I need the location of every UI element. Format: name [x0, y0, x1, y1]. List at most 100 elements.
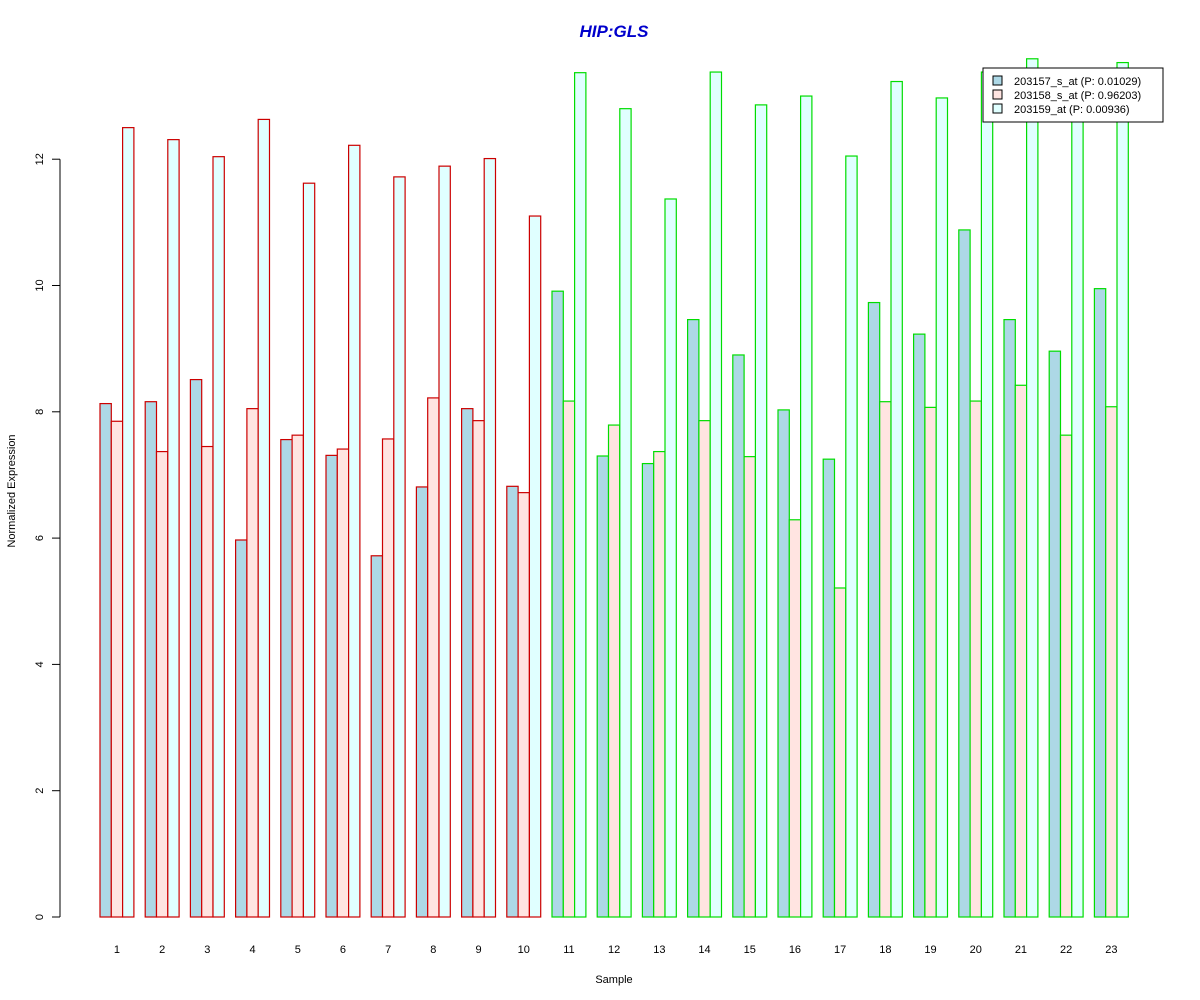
bar-7-series-3	[393, 176, 406, 918]
bar-17-series-2	[833, 587, 847, 918]
legend-entry: 203158_s_at (P: 0.96203)	[1014, 90, 1141, 102]
x-tick-label: 11	[563, 944, 574, 956]
y-axis-label: Normalized Expression	[6, 434, 18, 547]
bar-12-series-2	[607, 424, 621, 918]
x-tick-label: 21	[1015, 944, 1027, 956]
bar-1-series-3	[121, 127, 135, 918]
x-tick-label: 6	[340, 944, 346, 956]
bar-18-series-2	[879, 401, 892, 918]
bar-16-series-2	[788, 519, 802, 918]
x-tick-label: 22	[1060, 944, 1072, 956]
bar-1-series-2	[110, 420, 124, 918]
bar-22-series-1	[1048, 350, 1062, 918]
legend: 203157_s_at (P: 0.01029) 203158_s_at (P: …	[982, 67, 1164, 123]
bar-13-series-1	[641, 462, 655, 918]
bar-4-series-1	[235, 539, 248, 918]
y-tick-label: 0	[34, 914, 46, 920]
x-tick-label: 12	[608, 944, 620, 956]
x-tick-label: 10	[518, 944, 530, 956]
chart-title: HIP:GLS	[580, 22, 650, 41]
y-tick-label: 2	[34, 788, 46, 794]
bar-21-series-2	[1014, 384, 1028, 918]
bar-5-series-2	[291, 434, 305, 918]
bar-3-series-3	[212, 156, 225, 918]
x-tick-label: 17	[834, 944, 846, 956]
bar-19-series-3	[935, 97, 949, 918]
bar-23-series-1	[1093, 288, 1107, 918]
bar-14-series-2	[698, 420, 711, 918]
bar-18-series-3	[890, 80, 903, 918]
bar-1-series-1	[99, 402, 112, 918]
x-tick-label: 3	[204, 944, 210, 956]
bar-19-series-2	[924, 406, 937, 918]
legend-entry: 203157_s_at (P: 0.01029)	[1014, 76, 1141, 88]
legend-entry: 203159_at (P: 0.00936)	[1014, 104, 1130, 116]
bar-6-series-1	[325, 454, 338, 918]
bar-9-series-2	[472, 420, 485, 918]
y-tick-label: 8	[34, 409, 46, 415]
bar-7-series-2	[381, 438, 395, 918]
x-tick-label: 18	[879, 944, 891, 956]
y-tick-label: 4	[34, 661, 46, 667]
bar-4-series-3	[257, 118, 271, 918]
bar-11-series-2	[562, 400, 576, 918]
bar-9-series-3	[483, 157, 497, 918]
x-tick-label: 8	[430, 944, 436, 956]
bar-5-series-1	[280, 438, 293, 918]
bar-11-series-3	[573, 72, 587, 918]
bar-8-series-3	[438, 165, 451, 918]
x-tick-label: 1	[114, 944, 120, 956]
x-tick-label: 2	[159, 944, 165, 956]
bar-14-series-1	[686, 319, 700, 918]
bar-5-series-3	[302, 182, 316, 918]
bar-2-series-3	[167, 139, 180, 918]
x-tick-label: 23	[1105, 944, 1117, 956]
bar-21-series-3	[1025, 58, 1039, 918]
x-tick-label: 14	[698, 944, 710, 956]
bar-22-series-2	[1059, 434, 1073, 918]
y-tick-label: 6	[34, 535, 46, 541]
bar-8-series-2	[427, 397, 440, 918]
x-tick-label: 13	[653, 944, 665, 956]
legend-swatch	[992, 103, 1003, 114]
x-tick-label: 15	[744, 944, 756, 956]
bar-20-series-3	[980, 71, 994, 918]
bars	[99, 58, 1129, 918]
y-axis: 0 2 4 6 8 10 12	[34, 153, 61, 920]
bar-3-series-1	[189, 378, 203, 918]
bar-17-series-3	[845, 155, 858, 918]
bar-22-series-3	[1071, 116, 1084, 918]
y-tick-label: 12	[34, 153, 46, 165]
bar-8-series-1	[415, 486, 429, 918]
bar-10-series-2	[517, 492, 530, 918]
bar-13-series-3	[664, 198, 677, 918]
bar-6-series-3	[348, 144, 361, 918]
bar-20-series-1	[958, 229, 971, 918]
bar-21-series-1	[1003, 319, 1016, 918]
bar-16-series-1	[777, 409, 790, 918]
x-tick-label: 9	[475, 944, 481, 956]
bar-13-series-2	[653, 450, 666, 918]
legend-swatch	[992, 75, 1003, 86]
legend-box	[982, 67, 1164, 123]
bar-14-series-3	[709, 71, 723, 918]
x-tick-label: 16	[789, 944, 801, 956]
bar-15-series-1	[732, 354, 745, 918]
x-tick-label: 5	[295, 944, 301, 956]
bar-19-series-1	[912, 333, 926, 918]
x-tick-label: 7	[385, 944, 391, 956]
bar-6-series-2	[336, 448, 350, 918]
y-tick-label: 10	[34, 279, 46, 291]
bar-11-series-1	[551, 290, 564, 918]
bar-9-series-1	[461, 408, 474, 918]
bar-16-series-3	[799, 95, 813, 918]
x-tick-label: 20	[970, 944, 982, 956]
bar-2-series-2	[155, 450, 169, 918]
x-axis-label: Sample	[595, 974, 632, 986]
bar-18-series-1	[867, 301, 881, 918]
bar-20-series-2	[969, 400, 982, 918]
bar-12-series-1	[596, 455, 610, 918]
x-tick-label: 4	[249, 944, 255, 956]
bar-2-series-1	[144, 401, 158, 918]
